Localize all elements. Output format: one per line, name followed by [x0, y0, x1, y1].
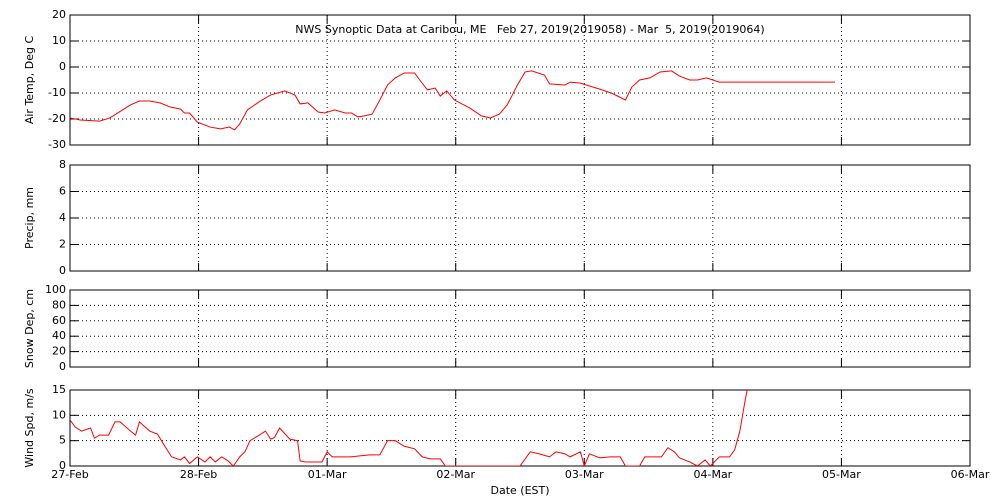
data-line: [70, 390, 748, 466]
y-tick-label: 6: [59, 185, 66, 198]
x-tick-label: 01-Mar: [308, 468, 347, 481]
y-tick-label: 0: [59, 264, 66, 277]
x-tick-label: 28-Feb: [180, 468, 217, 481]
y-tick-label: 10: [52, 408, 66, 421]
y-tick-label: 0: [59, 60, 66, 73]
y-tick-label: -10: [48, 86, 66, 99]
y-tick-label: 20: [52, 345, 66, 358]
y-tick-label: -30: [48, 138, 66, 151]
chart-title: NWS Synoptic Data at Caribou, ME Feb 27,…: [295, 23, 764, 36]
y-axis-label: Snow Dep, cm: [23, 289, 36, 368]
y-tick-label: 15: [52, 383, 66, 396]
y-tick-label: 20: [52, 8, 66, 21]
y-tick-label: 80: [52, 298, 66, 311]
x-axis-label: Date (EST): [490, 484, 549, 497]
y-tick-label: -20: [48, 112, 66, 125]
y-tick-label: 0: [59, 360, 66, 373]
y-tick-label: 100: [45, 283, 66, 296]
y-tick-label: 10: [52, 34, 66, 47]
y-axis-label: Air Temp, Deg C: [23, 36, 36, 125]
x-tick-label: 05-Mar: [822, 468, 861, 481]
x-tick-label: 06-Mar: [951, 468, 990, 481]
y-tick-label: 8: [59, 158, 66, 171]
y-axis-label: Wind Spd, m/s: [23, 388, 36, 468]
y-tick-label: 5: [59, 434, 66, 447]
y-tick-label: 60: [52, 314, 66, 327]
x-tick-label: 03-Mar: [565, 468, 604, 481]
x-tick-label: 02-Mar: [436, 468, 475, 481]
panel-frame: [69, 289, 971, 368]
y-tick-label: 0: [59, 459, 66, 472]
panel-frame: [69, 389, 971, 467]
y-tick-label: 40: [52, 329, 66, 342]
y-tick-label: 2: [59, 238, 66, 251]
x-tick-label: 04-Mar: [693, 468, 732, 481]
y-tick-label: 4: [59, 211, 66, 224]
y-axis-label: Precip, mm: [23, 187, 36, 249]
data-line: [70, 70, 835, 131]
x-tick-label: 27-Feb: [51, 468, 88, 481]
